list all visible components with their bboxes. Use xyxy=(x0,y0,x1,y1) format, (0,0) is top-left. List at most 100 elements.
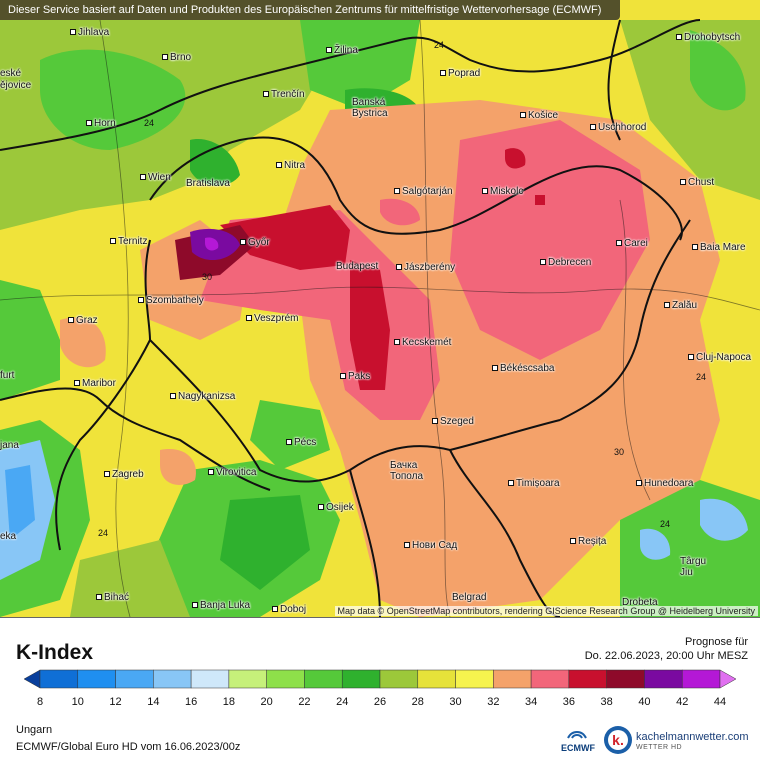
scale-tick-label: 26 xyxy=(373,696,387,708)
city-label: Timișoara xyxy=(508,478,560,489)
city-dot-icon xyxy=(676,34,682,41)
city-dot-icon xyxy=(192,602,198,609)
city-dot-icon xyxy=(692,244,698,251)
city-label: Miskolc xyxy=(482,186,523,197)
map-attribution: Map data © OpenStreetMap contributors, r… xyxy=(334,606,758,616)
city-label: Kecskemét xyxy=(394,337,451,348)
city-label: Maribor xyxy=(74,378,116,389)
city-dot-icon xyxy=(616,240,622,247)
scale-tick-label: 42 xyxy=(676,696,689,708)
city-label: Salgótarján xyxy=(394,186,453,197)
city-label: Drohobytsch xyxy=(676,32,740,43)
isoline-label: 30 xyxy=(614,447,625,457)
scale-swatch xyxy=(455,669,494,689)
city-label: ějovice xyxy=(0,80,32,91)
isoline-label: 24 xyxy=(98,528,109,538)
city-label: Nitra xyxy=(276,160,305,171)
city-label: Nagykanizsa xyxy=(170,391,235,402)
isoline-label: 24 xyxy=(660,519,671,529)
scale-tick-label: 22 xyxy=(298,696,311,708)
city-label: Baia Mare xyxy=(692,242,746,253)
city-label: Brno xyxy=(162,52,191,63)
city-dot-icon xyxy=(263,91,269,98)
scale-swatch xyxy=(568,669,607,689)
isoline-label: 24 xyxy=(696,372,707,382)
city-label: Carei xyxy=(616,238,648,249)
city-label: Drobeta xyxy=(622,597,658,608)
city-dot-icon xyxy=(208,469,214,476)
city-dot-icon xyxy=(520,112,526,119)
city-dot-icon xyxy=(240,239,246,246)
city-label: Banská Bystrica xyxy=(352,97,388,119)
forecast-label: Prognose für xyxy=(685,636,748,648)
scale-swatch xyxy=(115,669,154,689)
city-label: Бачка Топола xyxy=(390,460,424,482)
region-name: Ungarn xyxy=(16,724,53,736)
scale-tick-label: 40 xyxy=(638,696,651,708)
weather-map[interactable]: Dieser Service basiert auf Daten und Pro… xyxy=(0,0,760,618)
city-dot-icon xyxy=(404,542,410,549)
scale-tick-label: 12 xyxy=(109,696,122,708)
scale-tick-label: 8 xyxy=(36,696,44,708)
city-label: jana xyxy=(0,440,19,451)
city-dot-icon xyxy=(508,480,514,487)
city-label: Graz xyxy=(68,315,98,326)
city-label: Cluj-Napoca xyxy=(688,352,751,363)
city-label: Jihlava xyxy=(70,27,109,38)
kachelmann-logo-icon[interactable]: k. xyxy=(604,726,632,754)
city-label: Poprad xyxy=(440,68,480,79)
scale-swatch xyxy=(606,669,645,689)
city-label: Szombathely xyxy=(138,295,204,306)
city-label: eka xyxy=(0,531,17,542)
city-label: Győr xyxy=(240,237,270,248)
city-label: Virovitica xyxy=(208,467,256,478)
color-scale-legend xyxy=(23,669,737,689)
city-label: Doboj xyxy=(272,604,306,615)
scale-arrow-high xyxy=(719,669,737,689)
city-label: Veszprém xyxy=(246,313,298,324)
scale-arrow-low xyxy=(23,669,41,689)
scale-tick-label: 30 xyxy=(449,696,462,708)
city-dot-icon xyxy=(540,259,546,266)
scale-swatch xyxy=(681,669,721,689)
scale-swatch xyxy=(530,669,570,689)
city-label: Bihać xyxy=(96,592,129,603)
city-label: Osijek xyxy=(318,502,354,513)
kachelmann-logo-letter: k. xyxy=(608,730,628,750)
ecmwf-logo-text: ECMWF xyxy=(561,743,595,753)
scale-tick-label: 44 xyxy=(713,696,727,708)
brand-subtitle: WETTER HD xyxy=(636,744,683,751)
city-label: eské xyxy=(0,68,22,79)
city-label: Нови Сад xyxy=(404,540,457,551)
city-label: Belgrad xyxy=(452,592,487,603)
scale-tick-label: 28 xyxy=(411,696,424,708)
city-dot-icon xyxy=(590,124,596,131)
city-label: Reșița xyxy=(570,536,606,547)
model-run-info: ECMWF/Global Euro HD vom 16.06.2023/00z xyxy=(16,741,241,753)
city-dot-icon xyxy=(482,188,488,195)
city-label: Jászberény xyxy=(396,262,455,273)
city-label: Bratislava xyxy=(186,178,230,189)
city-dot-icon xyxy=(440,70,446,77)
brand-link[interactable]: kachelmannwetter.com xyxy=(636,731,749,743)
city-dot-icon xyxy=(394,339,400,346)
city-dot-icon xyxy=(636,480,642,487)
city-dot-icon xyxy=(110,238,116,245)
scale-tick-label: 32 xyxy=(487,696,500,708)
city-dot-icon xyxy=(272,606,278,613)
scale-tick-label: 16 xyxy=(184,696,198,708)
city-dot-icon xyxy=(104,471,110,478)
city-dot-icon xyxy=(688,354,694,361)
city-label: furt xyxy=(0,370,15,381)
scale-tick-label: 34 xyxy=(524,696,538,708)
city-dot-icon xyxy=(96,594,102,601)
scale-swatch xyxy=(39,669,79,689)
city-label: Wien xyxy=(140,172,171,183)
city-label: Ternitz xyxy=(110,236,147,247)
scale-swatch xyxy=(644,669,683,689)
city-label: Debrecen xyxy=(540,257,591,268)
scale-tick-label: 38 xyxy=(600,696,613,708)
city-dot-icon xyxy=(138,297,144,304)
isoline-label: 24 xyxy=(434,40,445,50)
city-label: Zagreb xyxy=(104,469,144,480)
